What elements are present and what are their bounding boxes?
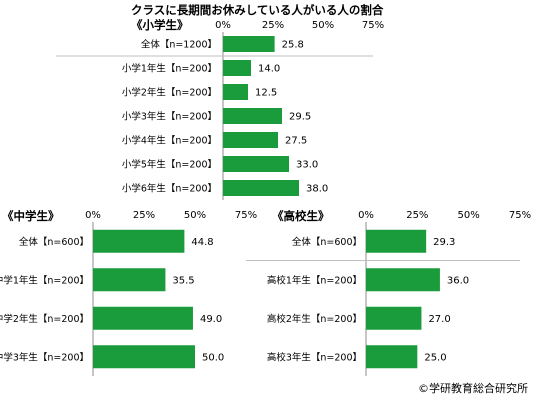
- high-school-tick-label: 0%: [358, 210, 374, 221]
- elementary-data-label: 25.8: [282, 40, 304, 51]
- elementary-data-label: 29.5: [289, 112, 311, 123]
- high-school-category-label: 高校2年生【n=200】: [267, 313, 362, 325]
- elementary-data-label: 38.0: [306, 184, 328, 195]
- copyright-credit: ©学研教育総合研究所: [418, 382, 528, 395]
- high-school-data-label: 25.0: [424, 352, 446, 363]
- high-school-bar: [366, 345, 418, 369]
- elementary-bar: [223, 156, 289, 172]
- elementary-category-label: 小学4年生【n=200】: [122, 135, 217, 147]
- high-school-category-label: 高校1年生【n=200】: [267, 274, 362, 286]
- high-school-data-label: 29.3: [433, 237, 455, 248]
- high-school-category-label: 全体【n=600】: [292, 236, 362, 248]
- high-school-section-title: 《高校生》: [272, 209, 330, 223]
- junior-high-tick-label: 0%: [85, 210, 101, 221]
- junior-high-data-label: 49.0: [200, 314, 222, 325]
- elementary-category-label: 小学3年生【n=200】: [122, 111, 217, 123]
- elementary-bar: [223, 132, 278, 148]
- elementary-data-label: 33.0: [296, 160, 318, 171]
- high-school-tick-label: 75%: [509, 210, 531, 221]
- high-school-data-label: 27.0: [428, 314, 450, 325]
- elementary-bar: [223, 108, 282, 124]
- junior-high-bar: [93, 229, 185, 253]
- junior-high-category-label: 全体【n=600】: [19, 236, 89, 248]
- high-school-bar: [366, 229, 427, 253]
- junior-high-category-label: 中学2年生【n=200】: [0, 313, 89, 325]
- elementary-category-label: 小学1年生【n=200】: [122, 63, 217, 75]
- elementary-category-label: 小学5年生【n=200】: [122, 159, 217, 171]
- elementary-bar: [223, 60, 251, 76]
- elementary-category-label: 全体【n=1200】: [141, 39, 217, 51]
- junior-high-section-title: 《中学生》: [2, 209, 60, 223]
- elementary-tick-label: 50%: [312, 20, 334, 31]
- elementary-data-label: 12.5: [255, 88, 277, 99]
- high-school-tick-label: 25%: [406, 210, 428, 221]
- page-title: クラスに長期間お休みしている人がいる人の割合: [131, 3, 384, 17]
- elementary-tick-label: 0%: [215, 20, 231, 31]
- junior-high-data-label: 35.5: [172, 275, 194, 286]
- elementary-bar: [223, 84, 248, 100]
- elementary-bar: [223, 180, 299, 196]
- junior-high-category-label: 中学3年生【n=200】: [0, 351, 89, 363]
- elementary-data-label: 14.0: [258, 64, 280, 75]
- elementary-section-title: 《小学生》: [131, 18, 189, 32]
- junior-high-bar: [93, 306, 193, 330]
- junior-high-data-label: 44.8: [191, 237, 213, 248]
- junior-high-tick-label: 25%: [133, 210, 155, 221]
- high-school-bar: [366, 306, 422, 330]
- elementary-bar: [223, 36, 275, 52]
- high-school-data-label: 36.0: [447, 275, 469, 286]
- elementary-tick-label: 25%: [262, 20, 284, 31]
- junior-high-data-label: 50.0: [202, 352, 224, 363]
- junior-high-tick-label: 75%: [235, 210, 257, 221]
- high-school-category-label: 高校3年生【n=200】: [267, 351, 362, 363]
- junior-high-category-label: 中学1年生【n=200】: [0, 274, 89, 286]
- elementary-tick-label: 75%: [362, 20, 384, 31]
- elementary-category-label: 小学6年生【n=200】: [122, 183, 217, 195]
- junior-high-tick-label: 50%: [184, 210, 206, 221]
- elementary-data-label: 27.5: [285, 136, 307, 147]
- high-school-tick-label: 50%: [458, 210, 480, 221]
- elementary-category-label: 小学2年生【n=200】: [122, 87, 217, 99]
- junior-high-bar: [93, 345, 195, 369]
- junior-high-bar: [93, 268, 166, 292]
- high-school-bar: [366, 268, 440, 292]
